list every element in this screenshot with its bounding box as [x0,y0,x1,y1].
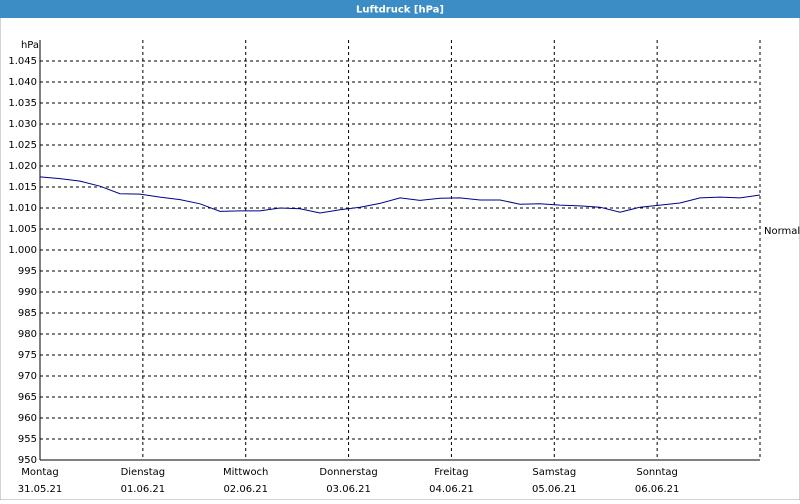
y-tick-label: 1.025 [8,140,37,151]
y-unit: hPa [21,40,39,51]
chart-title: Luftdruck [hPa] [356,5,444,16]
x-tick-date: 02.06.21 [223,484,268,495]
y-tick-label: 975 [18,350,37,361]
y-tick-label: 1.000 [8,245,37,256]
x-tick-date: 06.06.21 [635,484,680,495]
y-tick-label: 1.020 [8,161,37,172]
x-tick-day: Freitag [434,467,468,478]
y-tick-label: 1.045 [8,56,37,67]
y-tick-label: 1.030 [8,119,37,130]
title-bar [0,0,800,18]
y-tick-label: 995 [18,266,37,277]
x-tick-day: Mittwoch [223,467,268,478]
y-tick-label: 960 [18,413,37,424]
y-tick-label: 980 [18,329,37,340]
x-tick-day: Samstag [532,467,576,478]
reference-label: Normal [764,226,800,237]
x-tick-date: 03.06.21 [326,484,371,495]
x-tick-day: Montag [21,467,58,478]
y-tick-label: 1.005 [8,224,37,235]
y-tick-label: 990 [18,287,37,298]
y-tick-label: 1.035 [8,98,37,109]
x-tick-date: 01.06.21 [121,484,166,495]
x-tick-date: 05.06.21 [532,484,577,495]
y-tick-label: 985 [18,308,37,319]
y-tick-label: 970 [18,371,37,382]
y-tick-label: 965 [18,392,37,403]
x-tick-day: Donnerstag [319,467,377,478]
x-tick-date: 04.06.21 [429,484,474,495]
x-tick-date: 31.05.21 [18,484,63,495]
y-tick-label: 1.010 [8,203,37,214]
x-tick-day: Sonntag [636,467,678,478]
y-tick-label: 955 [18,434,37,445]
pressure-line [39,176,761,214]
y-tick-label: 950 [18,455,37,466]
x-tick-day: Dienstag [121,467,166,478]
y-tick-label: 1.040 [8,77,37,88]
y-tick-label: 1.015 [8,182,37,193]
